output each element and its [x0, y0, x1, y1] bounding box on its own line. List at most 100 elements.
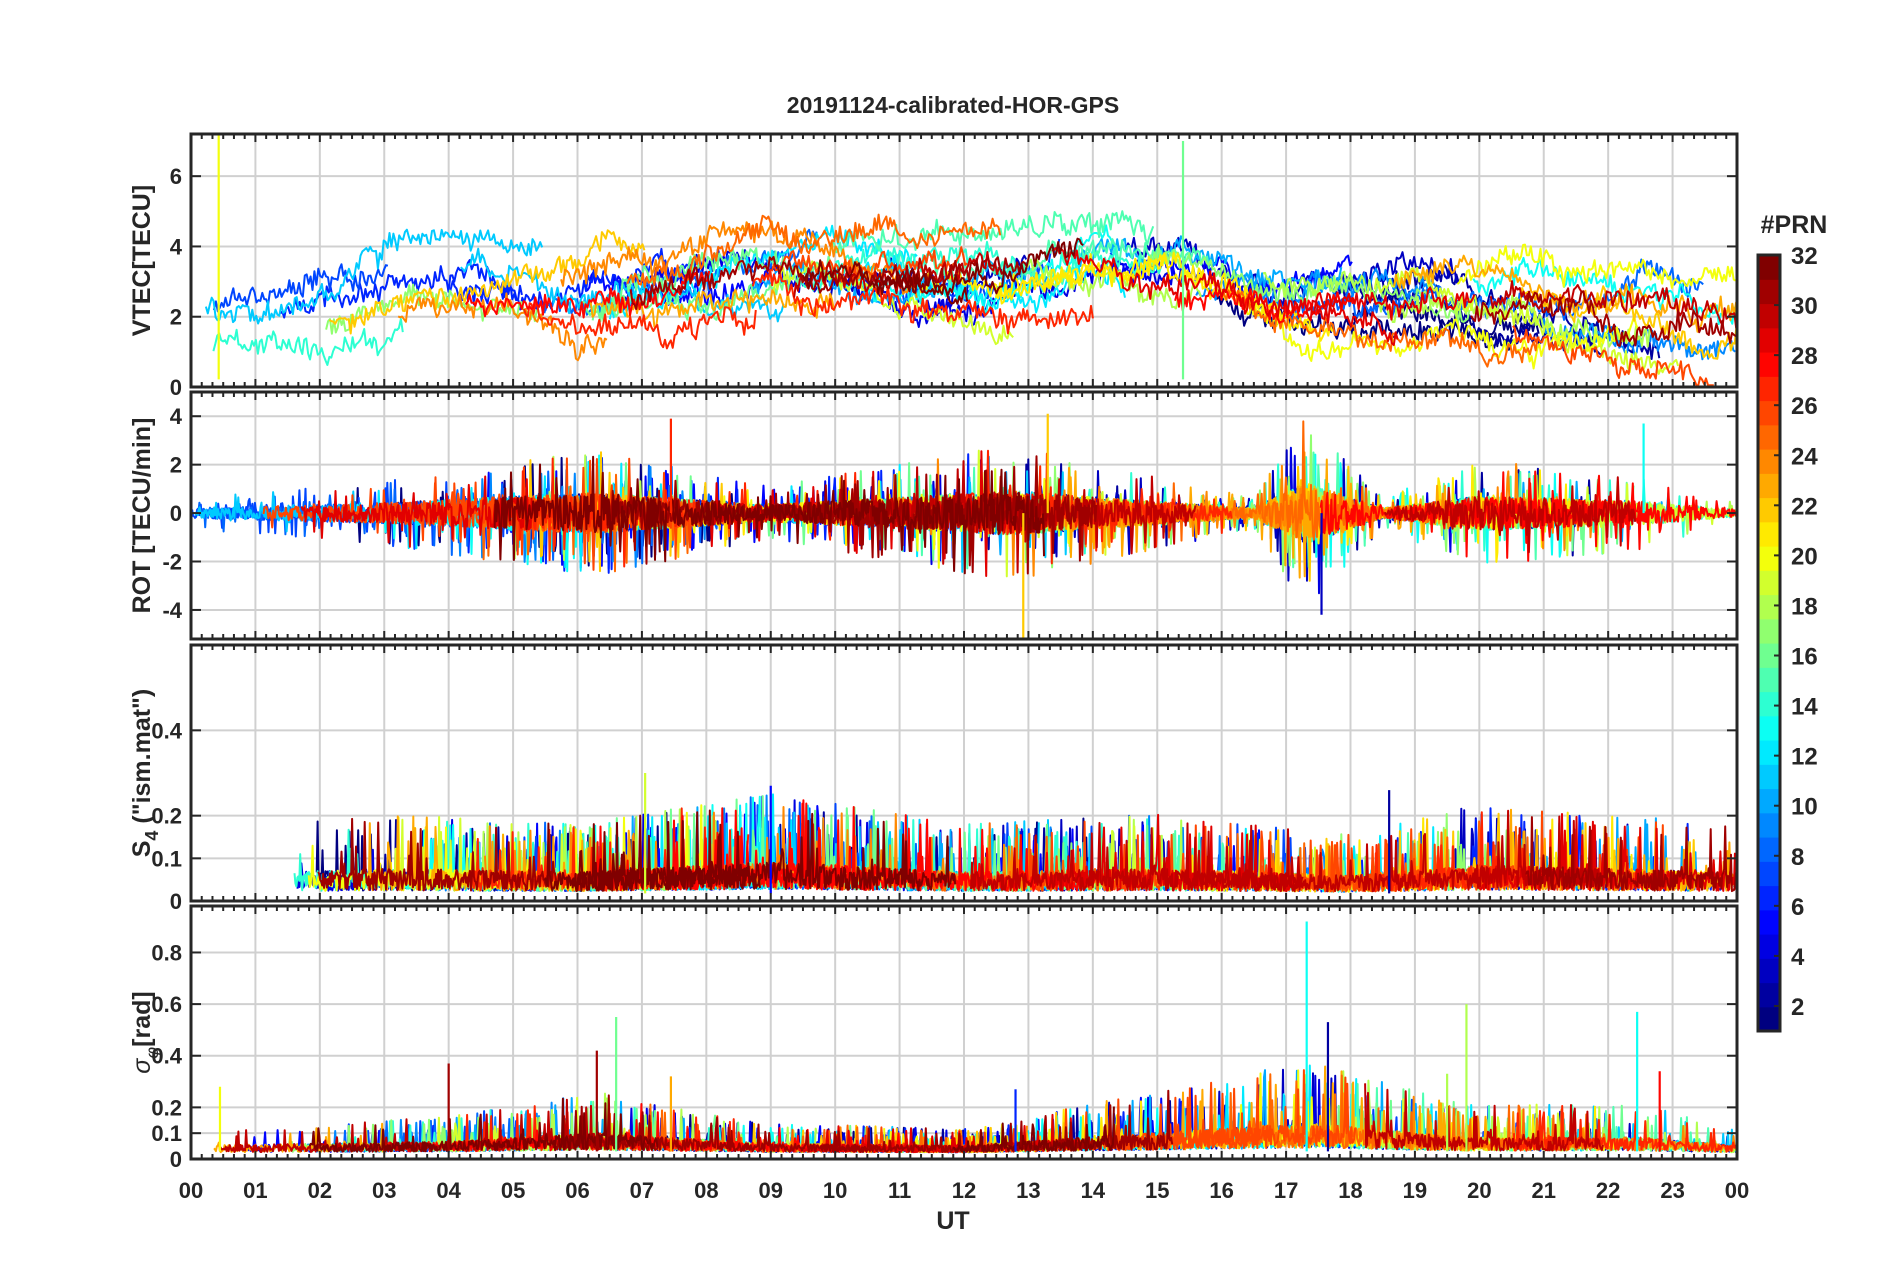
- panel-rot: -4 -2 0 2 4 ROT [TECU/min]: [128, 390, 1739, 641]
- trace-prn-30: [1384, 476, 1637, 554]
- trace-prn-16: [579, 247, 790, 322]
- x-tick-label: 02: [308, 1178, 332, 1203]
- x-tick-label: 11: [888, 1178, 911, 1203]
- trace-prn-15: [829, 210, 1155, 255]
- trace-prn-31: [1470, 290, 1737, 347]
- trace-prn-12: [608, 224, 918, 320]
- colorbar-segment: [1758, 255, 1780, 280]
- colorbar-segment: [1758, 885, 1780, 911]
- trace-prn-32: [571, 814, 761, 892]
- y-tick-label: 2: [170, 453, 182, 478]
- x-tick-label: 20: [1467, 1178, 1491, 1203]
- y-tick-label: 0.1: [151, 1121, 182, 1146]
- x-tick-label: 01: [243, 1178, 267, 1203]
- trace-prn-14: [212, 318, 404, 366]
- trace-prn-24: [560, 220, 918, 298]
- trace-prn-31: [317, 817, 560, 892]
- trace-prn-27: [751, 269, 1094, 335]
- x-tick-label: 10: [823, 1178, 847, 1203]
- colorbar-segment: [1758, 934, 1780, 959]
- y-tick-label: 0.6: [151, 992, 182, 1017]
- y-tick-label: 0.4: [151, 1044, 182, 1069]
- colorbar-tick-label: 24: [1791, 443, 1818, 470]
- colorbar-segment: [1758, 376, 1780, 402]
- trace-prn-32: [879, 237, 1084, 296]
- y-tick-label: 6: [170, 164, 182, 189]
- x-tick-label: 07: [630, 1178, 654, 1203]
- x-tick-label: 21: [1532, 1178, 1556, 1203]
- x-tick-label: 18: [1338, 1178, 1362, 1203]
- x-axis-label: UT: [936, 1207, 969, 1235]
- colorbar-segment: [1758, 643, 1780, 668]
- panel-sigma: 00.10.2 0.4 0.6 0.8 σφ[rad]: [128, 904, 1739, 1172]
- panel-sigma-ylabel: σφ[rad]: [128, 991, 162, 1073]
- x-tick-label: 12: [952, 1178, 976, 1203]
- trace-prn-10: [1071, 235, 1343, 297]
- x-tick-label: 23: [1660, 1178, 1684, 1203]
- colorbar-tick-label: 8: [1791, 844, 1804, 871]
- colorbar-label: #PRN: [1761, 211, 1828, 239]
- colorbar-segment: [1758, 521, 1780, 547]
- colorbar-segment: [1758, 909, 1780, 935]
- colorbar-tick-label: 20: [1791, 543, 1818, 570]
- y-tick-label: 4: [170, 404, 183, 429]
- colorbar-tick-label: 6: [1791, 894, 1804, 921]
- colorbar-segment: [1758, 497, 1780, 523]
- trace-prn-29: [300, 475, 533, 548]
- panel-sigma-traces: [213, 921, 1737, 1154]
- colorbar-tick-label: 10: [1791, 794, 1818, 821]
- trace-prn-25: [1221, 288, 1540, 368]
- panel-s4: 0 0.1 0.2 0.4S4 ("ism.mat"): [128, 643, 1739, 914]
- colorbar-segment: [1758, 764, 1780, 790]
- colorbar-segment: [1758, 812, 1780, 838]
- trace-prn-6: [279, 259, 523, 319]
- x-tick-label: 19: [1403, 1178, 1427, 1203]
- colorbar-tick-label: 14: [1791, 694, 1818, 721]
- colorbar-segment: [1758, 1006, 1780, 1032]
- colorbar-tick-label: 4: [1791, 944, 1805, 971]
- trace-prn-30: [1364, 1083, 1604, 1152]
- colorbar-tick-label: 12: [1791, 744, 1818, 771]
- colorbar-tick-label: 30: [1791, 293, 1818, 320]
- panel-vtec-traces: [204, 134, 1737, 387]
- panel-sigma-xticks: [190, 906, 1738, 1160]
- colorbar-segment: [1758, 691, 1780, 717]
- trace-prn-32: [952, 1106, 1115, 1153]
- colorbar-tick-label: 28: [1791, 343, 1818, 370]
- x-tick-label: 22: [1596, 1178, 1620, 1203]
- y-tick-label: 0.8: [151, 940, 182, 965]
- y-tick-label: 0.1: [151, 846, 182, 871]
- panel-s4-traces: [293, 773, 1737, 894]
- colorbar-segment: [1758, 424, 1780, 450]
- colorbar-segment: [1758, 352, 1780, 377]
- x-tick-label: 06: [565, 1178, 589, 1203]
- trace-prn-20: [1456, 243, 1737, 289]
- x-tick-label: 17: [1274, 1178, 1298, 1203]
- trace-prn-18: [1026, 258, 1202, 310]
- trace-prn-14: [796, 240, 1162, 294]
- trace-prn-13: [857, 224, 1115, 314]
- trace-prn-30: [970, 821, 1304, 892]
- colorbar-tick-label: 2: [1791, 994, 1804, 1021]
- x-tick-label: 08: [694, 1178, 718, 1203]
- y-tick-label: 0.2: [151, 1095, 182, 1120]
- y-tick-label: 0.2: [151, 804, 182, 829]
- colorbar-tick-label: 22: [1791, 493, 1818, 520]
- colorbar-tick-label: 16: [1791, 644, 1818, 671]
- colorbar-segment: [1758, 861, 1780, 887]
- trace-prn-17: [1149, 243, 1471, 325]
- trace-prn-30: [793, 251, 1000, 298]
- colorbar-segment: [1758, 788, 1780, 814]
- y-tick-label: -2: [162, 550, 182, 575]
- trace-prn-29: [1307, 286, 1476, 321]
- panel-s4-xticks: [190, 645, 1738, 902]
- panel-vtec-ylabel: VTEC[TECU]: [128, 185, 156, 336]
- y-tick-label: 4: [170, 234, 183, 259]
- trace-prn-26: [1512, 325, 1714, 387]
- colorbar-segment: [1758, 473, 1780, 499]
- panel-s4-ylabel: S4 ("ism.mat"): [128, 689, 162, 858]
- colorbar-segment: [1758, 594, 1780, 620]
- colorbar-segment: [1758, 982, 1780, 1008]
- colorbar-segment: [1758, 303, 1780, 329]
